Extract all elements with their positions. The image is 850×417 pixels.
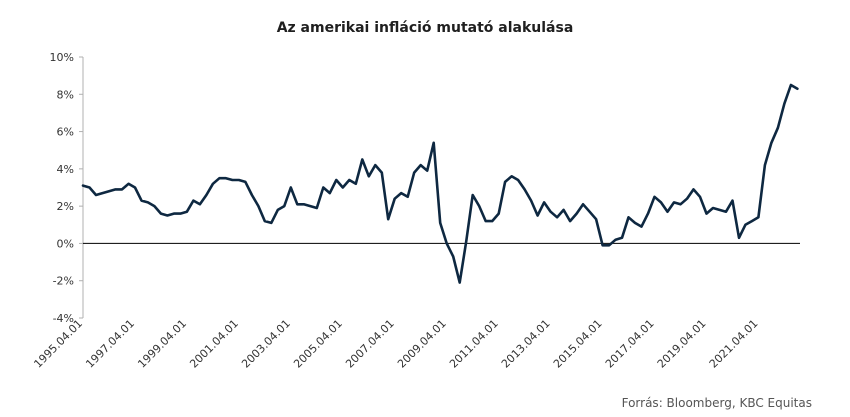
y-tick-label: 0% [57,237,74,250]
x-tick-label: 2015.04.01 [551,317,605,371]
x-tick-label: 2001.04.01 [187,317,241,371]
x-tick-label: 2013.04.01 [499,317,553,371]
y-tick-label: 6% [57,126,74,139]
series-line [81,83,799,284]
y-tick-label: -4% [53,312,74,325]
x-tick-label: 2017.04.01 [603,317,657,371]
x-tick-label: 1999.04.01 [135,317,189,371]
x-tick-label: 2021.04.01 [707,317,761,371]
x-tick-label: 2009.04.01 [395,317,449,371]
source-note: Forrás: Bloomberg, KBC Equitas [621,396,812,410]
y-tick-label: 4% [57,163,74,176]
x-axis: 1995.04.011997.04.011999.04.012001.04.01… [31,242,800,371]
y-tick-label: 8% [57,88,74,101]
x-tick-label: 2003.04.01 [239,317,293,371]
y-tick-label: -2% [53,275,74,288]
x-tick-label: 2011.04.01 [447,317,501,371]
y-tick-label: 10% [50,51,74,64]
x-tick-label: 2007.04.01 [343,317,397,371]
y-tick-label: 2% [57,200,74,213]
x-tick-label: 2019.04.01 [655,317,709,371]
y-axis: -4% -2% 0% 2% 4% 6% 8% 10% [50,51,84,325]
chart-title: Az amerikai infláció mutató alakulása [276,20,574,36]
x-tick-label: 1997.04.01 [83,317,137,371]
x-tick-label: 2005.04.01 [291,317,345,371]
series-group [81,83,799,284]
